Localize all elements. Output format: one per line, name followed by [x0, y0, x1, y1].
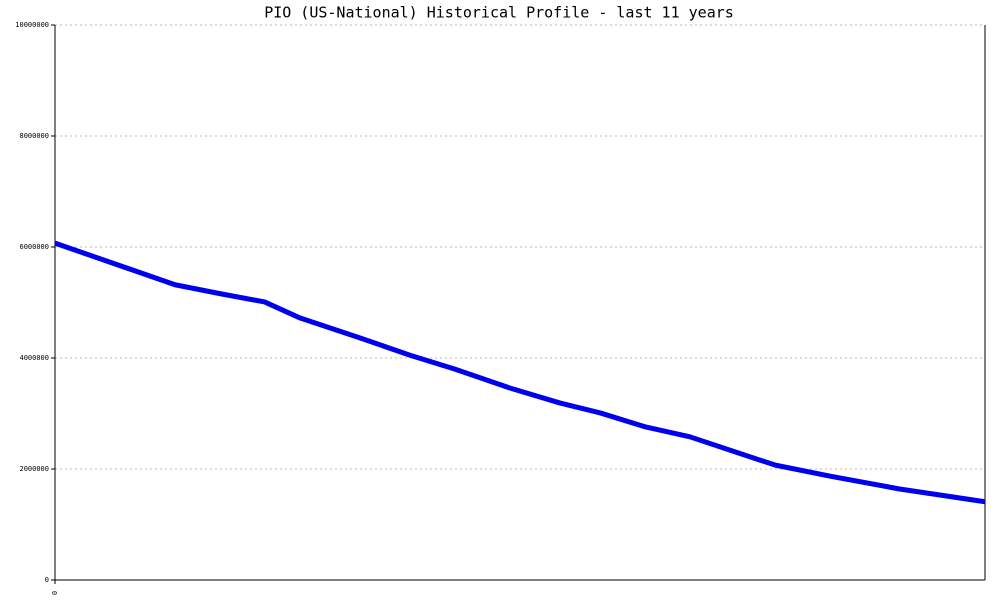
data-line	[54, 240, 986, 505]
y-tick-label: 2000000	[19, 465, 49, 473]
chart-title: PIO (US-National) Historical Profile - l…	[264, 4, 734, 22]
x-tick-label: 0	[51, 591, 59, 595]
y-tick-label: 8000000	[19, 132, 49, 140]
y-tick-label: 0	[45, 576, 49, 584]
y-tick-label: 10000000	[15, 21, 49, 29]
y-tick-label: 4000000	[19, 354, 49, 362]
y-tick-label: 6000000	[19, 243, 49, 251]
